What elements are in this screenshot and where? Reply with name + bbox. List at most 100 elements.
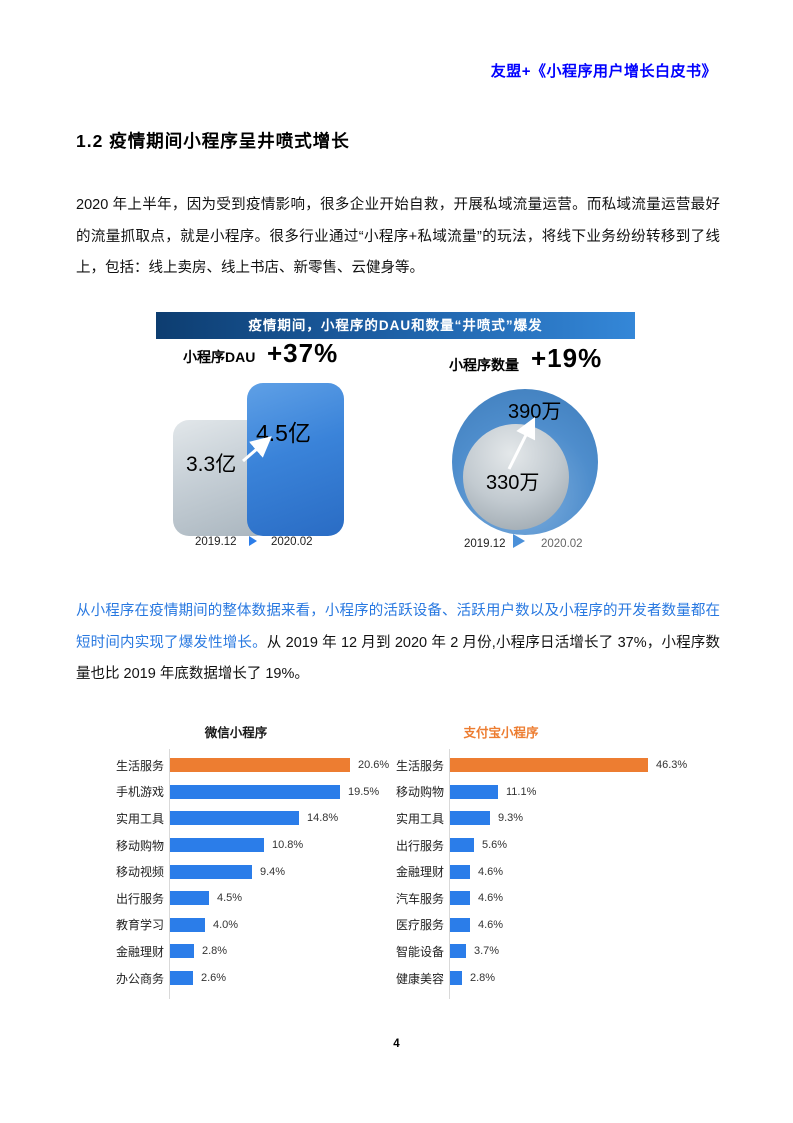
chart-row: 手机游戏 19.5% [76,779,406,806]
chart-row: 金融理财 4.6% [356,858,726,885]
chart-row: 教育学习 4.0% [76,912,406,939]
chart-row: 医疗服务 4.6% [356,912,726,939]
category-label: 金融理财 [395,865,444,880]
value-label: 9.4% [260,865,286,878]
dau-bar-2020 [247,383,344,536]
category-label: 实用工具 [395,811,444,826]
category-label: 生活服务 [115,758,164,773]
category-label: 办公商务 [115,971,164,986]
bar [450,917,470,932]
chart-title: 微信小程序 [204,726,268,740]
chart-row: 移动购物 11.1% [356,779,726,806]
category-label: 实用工具 [115,811,164,826]
value-label: 14.8% [307,812,339,825]
chart-row: 移动视频 9.4% [76,858,406,885]
category-label: 金融理财 [115,944,164,959]
paragraph-summary: 从小程序在疫情期间的整体数据来看，小程序的活跃设备、活跃用户数以及小程序的开发者… [76,596,720,691]
bar [170,891,209,906]
bar [170,917,205,932]
chart-rows: 生活服务 20.6% 手机游戏 19.5% 实用工具 14.8% 移动购物 10.8% 移动视频… [76,752,406,991]
value-label: 4.6% [478,892,504,905]
dau-date-before: 2019.12 [195,536,237,548]
chart-row: 办公商务 2.6% [76,965,406,992]
count-label: 小程序数量 [449,357,519,373]
dau-value-2019: 3.3亿 [186,453,237,476]
category-label: 医疗服务 [395,918,444,933]
bar [170,944,194,959]
value-label: 11.1% [506,785,537,798]
category-label: 健康美容 [395,971,444,986]
value-label: 2.8% [470,972,496,985]
doc-header: 友盟+《小程序用户增长白皮书》 [490,63,717,80]
count-growth-value: +19% [531,343,603,373]
value-label: 4.5% [217,892,243,905]
count-value-2019: 330万 [486,472,540,494]
growth-arrow-icon [242,436,272,463]
dau-growth-value: +37% [267,338,339,368]
value-label: 19.5% [348,785,380,798]
category-label: 手机游戏 [115,785,164,800]
value-label: 2.8% [202,945,228,958]
paragraph-summary-rest: 从 2019 年 12 月到 2020 年 2 月份,小程序日活增长了 37%，… [76,634,720,683]
bar [170,784,340,799]
value-label: 2.6% [201,972,227,985]
category-label: 出行服务 [115,891,164,906]
value-label: 10.8% [272,839,304,852]
value-label: 5.6% [482,839,508,852]
chart-row: 移动购物 10.8% [76,832,406,859]
bar [170,758,350,773]
bar [450,971,462,986]
chart-row: 出行服务 4.5% [76,885,406,912]
bar [170,971,193,986]
chart-row: 健康美容 2.8% [356,965,726,992]
chart-axis [169,749,170,999]
bar [450,838,474,853]
value-label: 9.3% [498,812,524,825]
wechat-miniprogram-chart: 微信小程序 生活服务 20.6% 手机游戏 19.5% 实用工具 14.8% 移动购物 10.… [76,726,406,999]
infographic-banner-title: 疫情期间，小程序的DAU和数量“井喷式”爆发 [156,312,635,339]
growth-arrow-icon [507,416,536,470]
page-number: 4 [393,1038,400,1050]
category-label: 移动购物 [115,838,164,853]
value-label: 4.6% [478,918,504,931]
category-label: 移动视频 [115,865,164,880]
bar [450,811,490,826]
bar [450,784,498,799]
chart-row: 智能设备 3.7% [356,938,726,965]
value-label: 20.6% [358,759,390,772]
chart-row: 生活服务 20.6% [76,752,406,779]
bar [170,811,299,826]
category-label: 生活服务 [395,758,444,773]
value-label: 4.0% [213,918,239,931]
category-label: 教育学习 [115,918,164,933]
chart-row: 汽车服务 4.6% [356,885,726,912]
bar [450,944,466,959]
arrow-right-icon [513,534,525,548]
value-label: 4.6% [478,865,504,878]
chart-row: 实用工具 9.3% [356,805,726,832]
chart-row: 实用工具 14.8% [76,805,406,832]
dau-label: 小程序DAU [183,349,256,365]
bar [450,758,648,773]
chart-axis [449,749,450,999]
category-label: 智能设备 [395,944,444,959]
bar [450,891,470,906]
paragraph-intro: 2020 年上半年，因为受到疫情影响，很多企业开始自救，开展私域流量运营。而私域… [76,197,720,276]
category-label: 汽车服务 [395,891,444,906]
count-date-after: 2020.02 [541,538,583,550]
category-label: 移动购物 [395,785,444,800]
count-date-before: 2019.12 [464,538,506,550]
chart-title: 支付宝小程序 [463,726,539,740]
chart-row: 金融理财 2.8% [76,938,406,965]
dau-date-after: 2020.02 [271,536,313,548]
section-title: 1.2 疫情期间小程序呈井喷式增长 [76,131,350,151]
chart-row: 生活服务 46.3% [356,752,726,779]
value-label: 46.3% [656,759,688,772]
value-label: 3.7% [474,945,500,958]
category-label: 出行服务 [395,838,444,853]
arrow-right-icon [249,536,257,546]
bar [170,838,264,853]
count-circle-2019 [463,424,569,530]
alipay-miniprogram-chart: 支付宝小程序 生活服务 46.3% 移动购物 11.1% 实用工具 9.3% 出行服务 5.6… [356,726,726,999]
